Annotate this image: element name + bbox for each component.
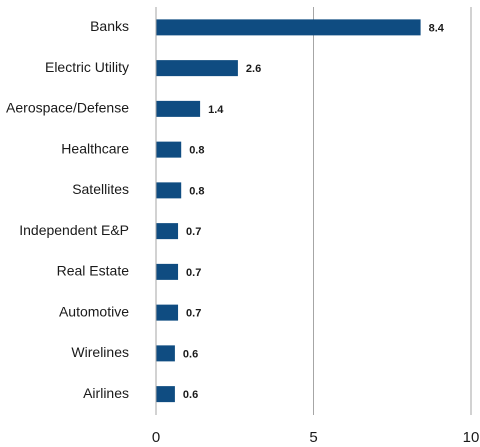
value-label-5: 0.7	[186, 226, 201, 238]
category-label-9: Airlines	[83, 385, 129, 401]
category-label-3: Healthcare	[61, 140, 129, 156]
bar-7	[156, 304, 179, 321]
x-tick-label-0: 0	[152, 429, 160, 446]
bar-2	[156, 100, 201, 117]
category-label-6: Real Estate	[57, 263, 130, 279]
gridlines	[313, 7, 472, 415]
category-label-1: Electric Utility	[45, 59, 129, 75]
bar-9	[156, 386, 175, 403]
bar-3	[156, 141, 182, 158]
bar-0	[156, 19, 421, 36]
bar-1	[156, 60, 238, 77]
value-label-9: 0.6	[183, 389, 198, 401]
value-label-6: 0.7	[186, 267, 201, 279]
category-label-2: Aerospace/Defense	[6, 100, 129, 116]
value-label-8: 0.6	[183, 348, 198, 360]
category-label-4: Satellites	[72, 181, 129, 197]
x-tick-label-2: 10	[463, 429, 480, 446]
value-label-2: 1.4	[208, 104, 224, 116]
x-tick-label-1: 5	[309, 429, 317, 446]
category-label-8: Wirelines	[71, 344, 129, 360]
bar-8	[156, 345, 175, 362]
bar-5	[156, 223, 179, 240]
category-label-5: Independent E&P	[19, 222, 129, 238]
axis: Banks Electric Utility Aerospace/Defense He…	[6, 7, 479, 446]
bar-4	[156, 182, 182, 199]
value-label-0: 8.4	[429, 22, 445, 34]
bar-6	[156, 263, 179, 280]
value-label-3: 0.8	[189, 145, 204, 157]
category-label-0: Banks	[90, 18, 129, 34]
bars: 8.4 2.6 1.4 0.8 0.8 0.7 0.7 0.7 0.6 0.6	[156, 19, 445, 403]
value-label-1: 2.6	[246, 63, 261, 75]
value-label-7: 0.7	[186, 308, 201, 320]
value-label-4: 0.8	[189, 185, 204, 197]
category-label-7: Automotive	[59, 303, 129, 319]
